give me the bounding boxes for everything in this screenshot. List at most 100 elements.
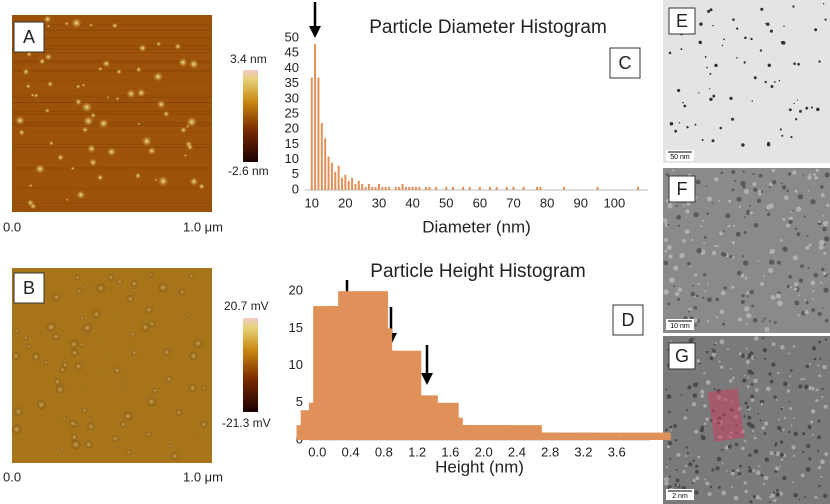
- grain: [808, 386, 813, 391]
- scale-bar-box: [666, 489, 694, 500]
- grain: [711, 352, 716, 357]
- colorbar: [243, 70, 258, 162]
- particle: [167, 443, 172, 449]
- bar: [337, 165, 340, 190]
- grain: [677, 297, 681, 301]
- grain: [699, 427, 704, 433]
- grain: [761, 426, 766, 430]
- axis-end: 1.0 μm: [183, 219, 223, 234]
- grain: [822, 214, 825, 217]
- grain: [822, 271, 827, 276]
- grain: [680, 393, 683, 396]
- particle: [116, 68, 122, 75]
- grain: [775, 466, 780, 471]
- bar: [394, 186, 397, 190]
- particle: [113, 366, 121, 375]
- grain: [779, 452, 784, 457]
- grain: [665, 466, 668, 469]
- bar: [364, 186, 367, 190]
- grain: [775, 451, 780, 456]
- bar: [462, 186, 465, 190]
- scale-bar-box: [666, 319, 694, 330]
- grain: [810, 280, 816, 286]
- grain: [672, 169, 675, 172]
- grain: [780, 182, 783, 185]
- grain: [824, 172, 830, 178]
- grain: [683, 486, 687, 490]
- grain: [721, 490, 726, 496]
- grain: [725, 469, 728, 472]
- grain: [734, 442, 739, 447]
- particle: [122, 384, 127, 389]
- grain: [813, 357, 817, 361]
- grain: [666, 445, 671, 449]
- particle: [783, 25, 785, 27]
- particle: [769, 29, 773, 33]
- grain: [795, 206, 802, 212]
- particle: [146, 396, 157, 407]
- grain: [773, 395, 777, 399]
- grain: [670, 340, 673, 343]
- bar: [512, 186, 515, 190]
- grain: [822, 220, 829, 227]
- grain: [684, 455, 688, 458]
- grain: [716, 244, 720, 247]
- grain: [732, 224, 736, 227]
- particle: [96, 174, 104, 181]
- grain: [744, 276, 748, 280]
- panel-label: B: [23, 278, 35, 298]
- grain: [697, 455, 701, 459]
- particle: [81, 407, 88, 414]
- grain: [706, 320, 709, 323]
- x-axis-label: Height (nm): [435, 457, 524, 476]
- particle: [178, 57, 188, 68]
- particle: [64, 21, 69, 26]
- grain: [824, 243, 826, 246]
- y-tick-label: 0: [292, 181, 299, 196]
- grain: [746, 353, 752, 359]
- particle: [36, 399, 47, 410]
- particle: [26, 343, 32, 349]
- grain: [702, 219, 705, 222]
- grain: [779, 440, 784, 444]
- x-tick-label: 1.2: [408, 444, 426, 459]
- grain: [797, 314, 801, 317]
- panel-label: D: [622, 310, 635, 330]
- grain: [815, 399, 819, 403]
- particle: [87, 286, 92, 291]
- particle: [183, 153, 188, 158]
- particle: [162, 110, 170, 118]
- grain: [675, 468, 678, 471]
- grain: [762, 482, 765, 485]
- bar: [334, 171, 337, 190]
- grain: [682, 204, 685, 207]
- y-tick-label: 15: [285, 136, 299, 151]
- grain: [751, 429, 755, 433]
- grain: [768, 500, 772, 503]
- grain: [693, 305, 698, 310]
- particle: [47, 80, 54, 88]
- grain: [791, 170, 797, 175]
- particle: [26, 199, 35, 207]
- grain: [757, 192, 762, 196]
- grain: [771, 180, 777, 185]
- bar: [505, 186, 508, 190]
- grain: [780, 429, 783, 432]
- grain: [740, 273, 745, 278]
- grain: [788, 219, 793, 225]
- x-tick-label: 3.6: [608, 444, 626, 459]
- bar: [435, 186, 438, 190]
- grain: [752, 495, 756, 499]
- particle: [46, 24, 51, 28]
- particle: [106, 95, 110, 99]
- bar: [428, 186, 431, 190]
- chart-title: Particle Height Histogram: [370, 261, 585, 282]
- grain: [744, 374, 746, 377]
- grain: [665, 388, 668, 391]
- grain: [816, 364, 820, 367]
- grain: [750, 371, 754, 375]
- grain: [761, 320, 764, 323]
- bar: [351, 177, 354, 190]
- grain: [700, 225, 703, 228]
- grain: [804, 384, 809, 390]
